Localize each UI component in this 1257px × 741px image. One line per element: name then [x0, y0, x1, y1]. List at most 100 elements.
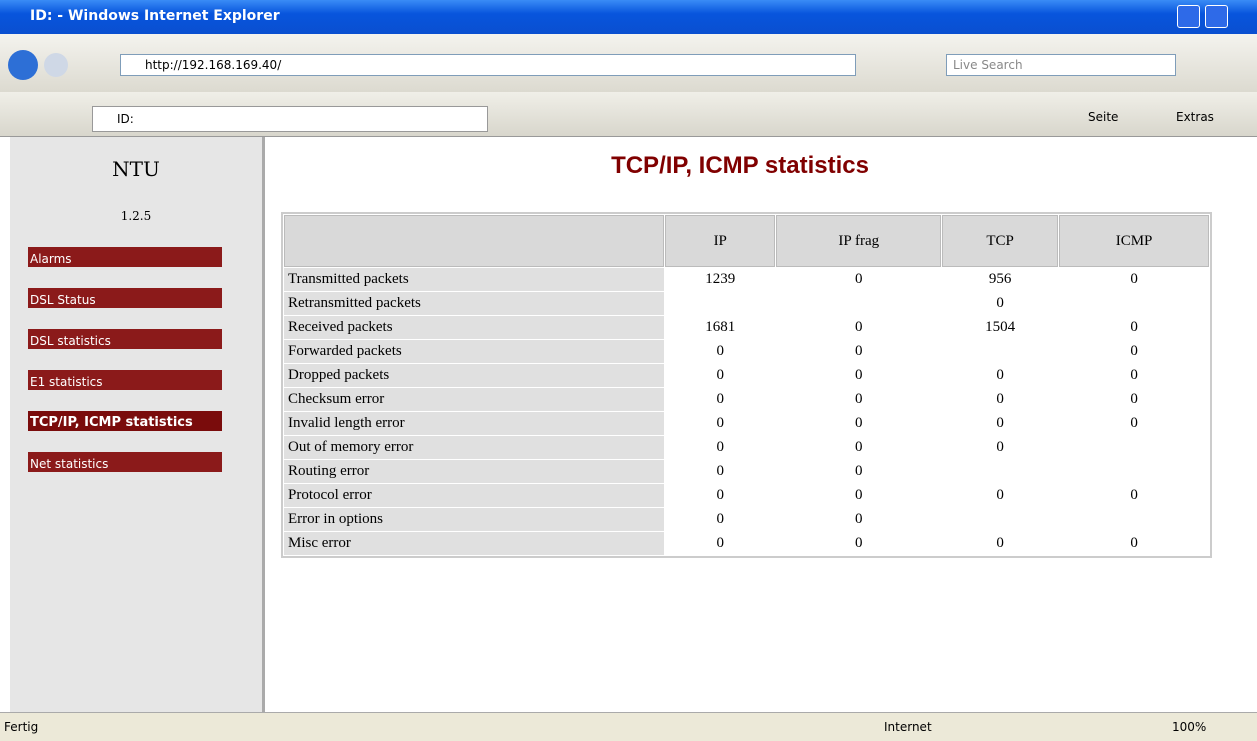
row-label: Out of memory error [284, 436, 664, 459]
table-row: Misc error 0 0 0 0 [284, 532, 1209, 555]
row-label: Misc error [284, 532, 664, 555]
cell [665, 292, 775, 315]
table-row: Forwarded packets 0 0 0 [284, 340, 1209, 363]
cell: 0 [855, 439, 863, 455]
zoom[interactable]: 100% [1172, 720, 1207, 734]
cell: 0 [716, 439, 724, 455]
cell: 0 [996, 439, 1004, 455]
cell: 0 [716, 367, 724, 383]
cell: 0 [996, 391, 1004, 407]
table-row: Checksum error 0 0 0 0 [284, 388, 1209, 411]
forward-button[interactable] [44, 53, 68, 77]
row-label: Forwarded packets [284, 340, 664, 363]
cell: 0 [996, 535, 1004, 551]
table-row: Error in options 0 0 [284, 508, 1209, 531]
back-button[interactable] [8, 50, 38, 80]
table-row: Received packets 1681 0 1504 0 [284, 316, 1209, 339]
status-text: Fertig [4, 720, 39, 734]
corner-cell [284, 215, 664, 267]
table-row: Retransmitted packets 0 [284, 292, 1209, 315]
row-label: Checksum error [284, 388, 664, 411]
stats-table: IP IP frag TCP ICMP Transmitted packets 1239 0… [281, 212, 1212, 558]
status-bar: Fertig Internet 100% [0, 712, 1257, 741]
cell: 0 [716, 391, 724, 407]
sidebar: NTU 1.2.5 Alarms DSL Status DSL statistics… [10, 137, 265, 712]
cell: 0 [855, 319, 863, 335]
cell: 0 [1130, 343, 1138, 359]
row-label: Error in options [284, 508, 664, 531]
row-label: Dropped packets [284, 364, 664, 387]
table-row: Out of memory error 0 0 0 [284, 436, 1209, 459]
nav-item[interactable]: E1 statistics [28, 370, 222, 390]
search-box[interactable]: Live Search [946, 54, 1176, 76]
cell [1059, 508, 1209, 531]
tab-row: ID: Seite Extras [0, 92, 1257, 137]
nav-item[interactable]: Alarms [28, 247, 222, 267]
title-bar: ID: - Windows Internet Explorer [0, 0, 1257, 63]
row-label: Invalid length error [284, 412, 664, 435]
cell: 0 [716, 343, 724, 359]
cell: 0 [716, 415, 724, 431]
cell [1059, 292, 1209, 315]
table-row: Dropped packets 0 0 0 0 [284, 364, 1209, 387]
cell: 0 [996, 295, 1004, 311]
row-label: Received packets [284, 316, 664, 339]
cell: 0 [716, 487, 724, 503]
cell: 0 [1130, 367, 1138, 383]
cell: 0 [855, 343, 863, 359]
window-title: ID: - Windows Internet Explorer [30, 8, 280, 24]
nav-item[interactable]: Net statistics [28, 452, 222, 472]
cell [942, 508, 1058, 531]
nav-item[interactable]: TCP/IP, ICMP statistics [28, 411, 222, 431]
cell: 0 [1130, 487, 1138, 503]
column-header: IP [665, 215, 776, 267]
device-name: NTU [112, 157, 160, 181]
cell [776, 292, 941, 315]
cell: 0 [855, 271, 863, 287]
address-box[interactable]: http://192.168.169.40/ [120, 54, 856, 76]
column-header: ICMP [1059, 215, 1209, 267]
page-title: TCP/IP, ICMP statistics [611, 152, 869, 179]
nav-item[interactable]: DSL Status [28, 288, 222, 308]
cell: 0 [1130, 319, 1138, 335]
tab[interactable]: ID: [92, 106, 488, 132]
zone: Internet [884, 720, 932, 734]
table-row: Routing error 0 0 [284, 460, 1209, 483]
cell: 0 [716, 535, 724, 551]
window-buttons[interactable] [1177, 5, 1249, 63]
cell [1059, 460, 1209, 483]
cell: 0 [996, 415, 1004, 431]
cell: 0 [855, 535, 863, 551]
table-row: Invalid length error 0 0 0 0 [284, 412, 1209, 435]
row-label: Protocol error [284, 484, 664, 507]
row-label: Retransmitted packets [284, 292, 664, 315]
cell: 0 [1130, 391, 1138, 407]
cell: 0 [855, 367, 863, 383]
row-label: Transmitted packets [284, 268, 664, 291]
cell: 0 [1130, 271, 1138, 287]
address-row: http://192.168.169.40/ Live Search [0, 34, 1257, 92]
cell: 956 [988, 271, 1012, 287]
cell: 0 [855, 511, 863, 527]
extras-menu[interactable]: Extras [1176, 110, 1214, 124]
nav-item[interactable]: DSL statistics [28, 329, 222, 349]
cell: 0 [855, 487, 863, 503]
cell [942, 460, 1058, 483]
cell: 1681 [705, 319, 736, 335]
cell: 0 [1130, 415, 1138, 431]
row-label: Routing error [284, 460, 664, 483]
page-menu[interactable]: Seite [1088, 110, 1119, 124]
table-row: Transmitted packets 1239 0 956 0 [284, 268, 1209, 291]
cell [942, 340, 1058, 363]
cell: 0 [855, 391, 863, 407]
column-header: TCP [942, 215, 1059, 267]
table-row: Protocol error 0 0 0 0 [284, 484, 1209, 507]
cell: 0 [1130, 535, 1138, 551]
cell: 0 [716, 463, 724, 479]
cell: 0 [716, 511, 724, 527]
cell: 0 [996, 487, 1004, 503]
cell: 0 [855, 463, 863, 479]
cell: 0 [855, 415, 863, 431]
cell: 0 [996, 367, 1004, 383]
